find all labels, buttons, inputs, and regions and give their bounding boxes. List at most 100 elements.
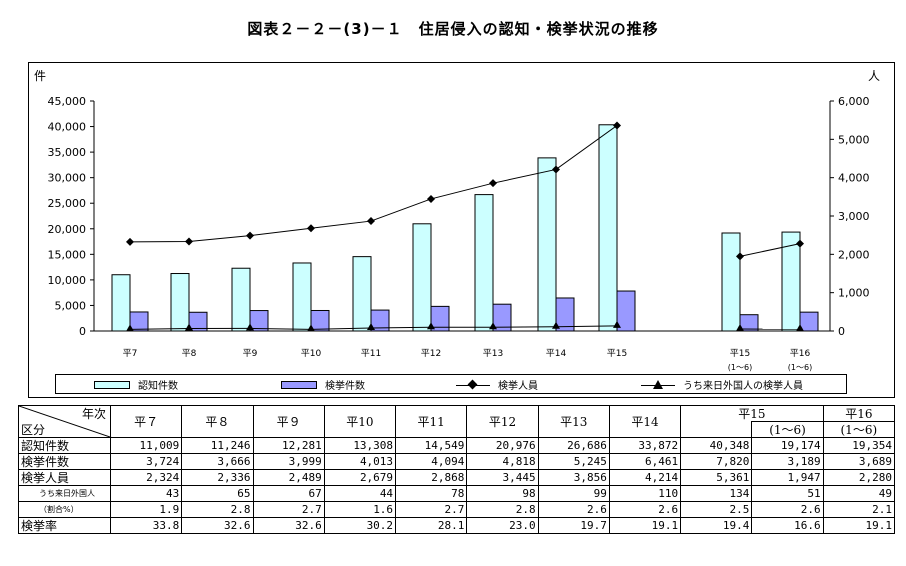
x-tick-label: 平8 bbox=[182, 348, 197, 359]
y-axis-label-right: 人 bbox=[868, 69, 880, 83]
bar-recognized bbox=[598, 124, 618, 332]
y-tick-label-right: 2,000 bbox=[838, 248, 870, 261]
table-cell: 19,174 bbox=[751, 437, 824, 454]
table-cell: 19.1 bbox=[822, 517, 896, 534]
series-foreign-point bbox=[126, 324, 134, 332]
legend-swatch-foreign bbox=[641, 379, 675, 390]
row-label: 検挙率 bbox=[18, 517, 111, 534]
table-cell: 14,549 bbox=[395, 437, 468, 454]
table-cell: 2.7 bbox=[252, 501, 325, 518]
legend-label-cleared: 検挙件数 bbox=[325, 381, 365, 392]
table-cell: 3,856 bbox=[537, 469, 610, 486]
series-arrested-point bbox=[185, 237, 193, 246]
col-h11: 平11 bbox=[395, 405, 468, 438]
row-label: うち来日外国人 bbox=[18, 485, 111, 502]
table-cell: 1,947 bbox=[751, 469, 824, 486]
y-tick-label-right: 5,000 bbox=[838, 133, 870, 146]
series-arrested-point bbox=[367, 217, 375, 226]
bar-recognized bbox=[231, 267, 251, 332]
table-cell: 7,820 bbox=[680, 453, 753, 470]
table-cell: 134 bbox=[680, 485, 753, 502]
table-cell: 2.6 bbox=[751, 501, 824, 518]
table-cell: 2.1 bbox=[822, 501, 896, 518]
bar-recognized bbox=[721, 232, 741, 332]
table-cell: 16.6 bbox=[751, 517, 824, 534]
table-corner: 年次 区分 bbox=[18, 405, 113, 438]
table-cell: 4,013 bbox=[323, 453, 397, 470]
table-cell: 2.7 bbox=[395, 501, 468, 518]
x-tick-label: 平15 bbox=[730, 348, 750, 359]
series-arrested-point bbox=[246, 231, 254, 240]
table-cell: 30.2 bbox=[323, 517, 397, 534]
table-cell: 6,461 bbox=[608, 453, 682, 470]
table-subheader-row: (1～6) (1～6) bbox=[19, 421, 896, 438]
data-table: 年次 区分 平７ 平８ 平９ 平10 平11 平12 平13 平14 平15 平… bbox=[18, 405, 896, 534]
series-arrested-point bbox=[489, 179, 497, 188]
y-tick-label-left: 25,000 bbox=[48, 197, 87, 210]
table-cell: 13,308 bbox=[323, 437, 397, 454]
table-row: 認知件数 11,009 11,246 12,281 13,308 14,549 20,976… bbox=[18, 437, 896, 454]
bar-cleared bbox=[799, 311, 819, 332]
y-tick-label-right: 0 bbox=[838, 325, 845, 338]
series-arrested-point bbox=[736, 252, 744, 261]
col-h12: 平12 bbox=[466, 405, 539, 438]
x-tick-label: 平10 bbox=[301, 348, 322, 359]
table-cell: 28.1 bbox=[395, 517, 468, 534]
table-cell: 2,679 bbox=[323, 469, 397, 486]
legend-label-arrested: 検挙人員 bbox=[498, 381, 538, 392]
y-tick-label-right: 3,000 bbox=[838, 210, 870, 223]
table-cell: 5,361 bbox=[680, 469, 753, 486]
table-cell: 49 bbox=[822, 485, 896, 502]
table-cell: 12,281 bbox=[252, 437, 325, 454]
table-cell: 32.6 bbox=[181, 517, 254, 534]
bar-cleared bbox=[616, 290, 636, 332]
row-label: 検挙件数 bbox=[18, 453, 111, 470]
x-tick-label: 平11 bbox=[361, 348, 381, 359]
series-foreign-point bbox=[367, 323, 375, 331]
col-h14: 平14 bbox=[608, 405, 682, 438]
table-cell: 51 bbox=[751, 485, 824, 502]
table-cell: 4,094 bbox=[395, 453, 468, 470]
table-cell: 3,445 bbox=[466, 469, 539, 486]
y-tick-label-left: 45,000 bbox=[48, 95, 87, 108]
legend-swatch-recognized bbox=[94, 380, 130, 389]
col-h7: 平７ bbox=[109, 405, 183, 438]
series-foreign-point bbox=[736, 324, 744, 332]
x-tick-label: 平13 bbox=[483, 348, 503, 359]
series-foreign-point bbox=[796, 324, 804, 332]
bar-recognized bbox=[170, 273, 190, 332]
bar-cleared bbox=[492, 303, 512, 332]
table-cell: 3,689 bbox=[822, 453, 896, 470]
table-cell: 19.7 bbox=[537, 517, 610, 534]
table-cell: 23.0 bbox=[466, 517, 539, 534]
table-cell: 20,976 bbox=[466, 437, 539, 454]
row-label: （割合%） bbox=[18, 501, 111, 518]
table-cell: 2.5 bbox=[680, 501, 753, 518]
bar-cleared bbox=[739, 314, 759, 332]
y-tick-label-left: 35,000 bbox=[48, 146, 87, 159]
bar-cleared bbox=[129, 311, 149, 332]
series-arrested-point bbox=[552, 165, 560, 174]
table-cell: 40,348 bbox=[680, 437, 753, 454]
table-row: 検挙人員 2,324 2,336 2,489 2,679 2,868 3,445 3,856 4… bbox=[18, 469, 896, 486]
table-header-row: 年次 区分 平７ 平８ 平９ 平10 平11 平12 平13 平14 平15 平… bbox=[18, 405, 896, 438]
bar-recognized bbox=[292, 262, 312, 332]
table-row: （割合%） 1.9 2.8 2.7 1.6 2.7 2.8 2.6 2.6 2.5 2.6 2.1 bbox=[18, 501, 896, 518]
table-cell: 78 bbox=[395, 485, 468, 502]
table-cell: 110 bbox=[608, 485, 682, 502]
table-cell: 2,336 bbox=[181, 469, 254, 486]
x-tick-sublabel: (1～6) bbox=[728, 363, 752, 372]
table-cell: 98 bbox=[466, 485, 539, 502]
series-arrested-line bbox=[739, 243, 801, 257]
bar-cleared bbox=[430, 305, 450, 332]
bar-recognized bbox=[352, 256, 372, 332]
y-tick-label-left: 40,000 bbox=[48, 121, 87, 134]
table-cell: 2.8 bbox=[466, 501, 539, 518]
y-axis-label-left: 件 bbox=[34, 69, 46, 83]
bar-cleared bbox=[249, 310, 269, 332]
table-cell: 33.8 bbox=[109, 517, 183, 534]
table-cell: 19,354 bbox=[822, 437, 896, 454]
col-h16: 平16 bbox=[822, 405, 896, 422]
table-cell: 33,872 bbox=[608, 437, 682, 454]
table-cell: 2,280 bbox=[822, 469, 896, 486]
